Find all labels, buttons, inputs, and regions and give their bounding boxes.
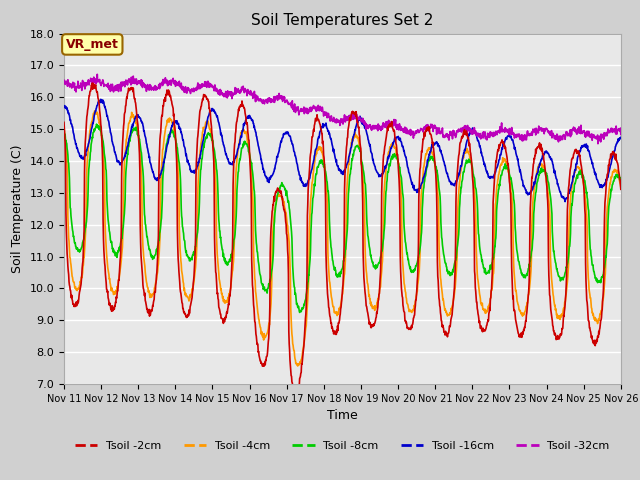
Title: Soil Temperatures Set 2: Soil Temperatures Set 2 bbox=[252, 13, 433, 28]
Y-axis label: Soil Temperature (C): Soil Temperature (C) bbox=[11, 144, 24, 273]
X-axis label: Time: Time bbox=[327, 409, 358, 422]
Legend: Tsoil -2cm, Tsoil -4cm, Tsoil -8cm, Tsoil -16cm, Tsoil -32cm: Tsoil -2cm, Tsoil -4cm, Tsoil -8cm, Tsoi… bbox=[70, 437, 614, 456]
Text: VR_met: VR_met bbox=[66, 38, 119, 51]
